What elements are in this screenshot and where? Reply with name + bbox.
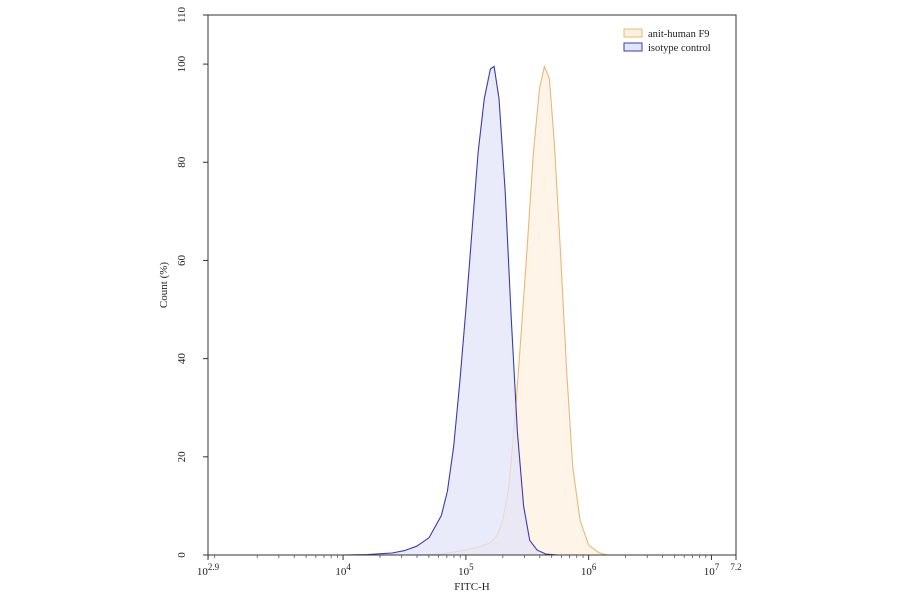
- y-tick-label: 110: [176, 6, 188, 23]
- x-tick-label: 106: [581, 562, 597, 578]
- legend: anit-human F9 isotype control: [623, 28, 711, 54]
- x-tick-label: 107: [704, 562, 720, 578]
- series-layer: [208, 64, 736, 556]
- axes-layer: 0 20 40 60 80 100 110 102.9 104 105 106 107 7.2: [176, 6, 742, 578]
- legend-swatch: [623, 42, 643, 52]
- y-tick-label: 40: [176, 353, 188, 365]
- y-tick-label: 80: [176, 156, 188, 168]
- series-line-1: [208, 65, 736, 556]
- y-axis-label: Count (%): [158, 262, 170, 308]
- y-tick-label: 20: [176, 451, 188, 463]
- y-tick-label: 100: [176, 55, 188, 72]
- legend-label: isotype control: [648, 43, 711, 54]
- legend-swatch: [623, 28, 643, 38]
- x-tick-label: 105: [458, 562, 474, 578]
- series-area-1: [208, 66, 736, 555]
- legend-label: anit-human F9: [648, 29, 710, 40]
- x-tick-label: 104: [335, 562, 351, 578]
- plot-frame: [207, 14, 737, 556]
- x-axis-label: FITC-H: [454, 581, 490, 593]
- x-tick-label: 7.2: [730, 562, 741, 572]
- x-tick-label: 102.9: [197, 562, 220, 578]
- y-tick-label: 60: [176, 254, 188, 266]
- y-tick-label: 0: [176, 552, 188, 558]
